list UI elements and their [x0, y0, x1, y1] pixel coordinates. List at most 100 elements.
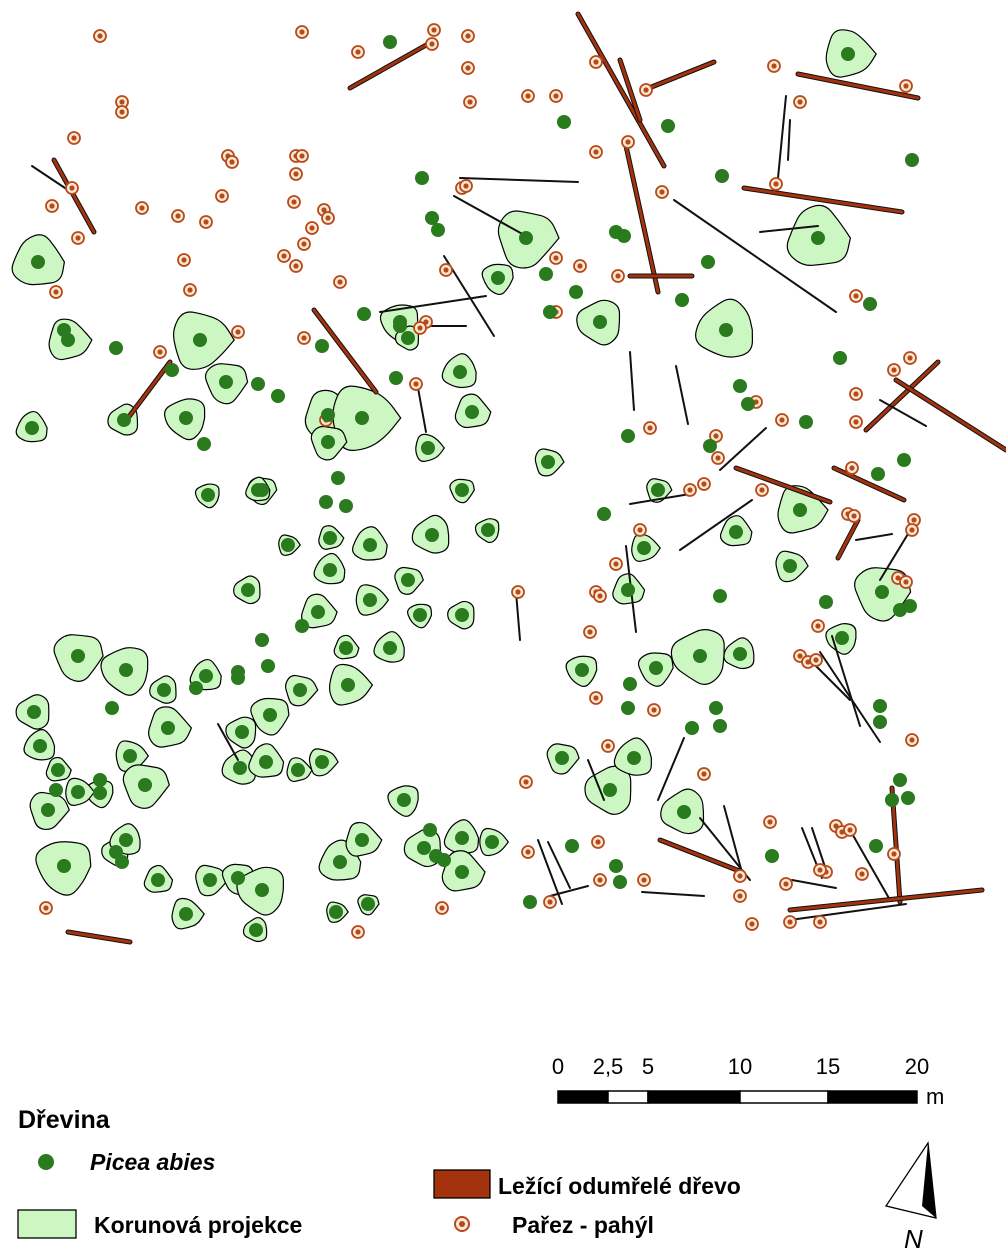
stump-marker-core	[797, 653, 803, 659]
tree-picea-abies	[685, 721, 699, 735]
tree-picea-abies	[677, 805, 691, 819]
stump-marker-core	[577, 263, 583, 269]
scale-tick-15: 15	[816, 1054, 840, 1079]
deadwood-log-outline	[417, 387, 427, 433]
tree-picea-abies	[323, 563, 337, 577]
tree-picea-abies	[465, 405, 479, 419]
north-arrow-label: N	[904, 1224, 923, 1254]
tree-picea-abies	[329, 905, 343, 919]
tree-picea-abies	[491, 271, 505, 285]
stump-marker-core	[181, 257, 187, 263]
deadwood-log-outline	[811, 827, 827, 871]
deadwood-log-outline	[723, 805, 745, 881]
tree-picea-abies	[623, 677, 637, 691]
stump-marker-core	[853, 391, 859, 397]
tree-picea-abies	[835, 631, 849, 645]
deadwood-log-outline	[679, 499, 753, 551]
scale-segment-1	[557, 1090, 609, 1104]
tree-picea-abies	[425, 211, 439, 225]
stump-marker-core	[687, 487, 693, 493]
tree-picea-abies	[523, 895, 537, 909]
stump-marker-core	[895, 575, 901, 581]
tree-picea-abies	[627, 751, 641, 765]
stump-marker-core	[413, 381, 419, 387]
tree-picea-abies	[885, 793, 899, 807]
tree-picea-abies	[201, 488, 215, 502]
tree-picea-abies	[455, 608, 469, 622]
tree-picea-abies	[425, 528, 439, 542]
tree-picea-abies	[333, 855, 347, 869]
tree-picea-abies	[423, 823, 437, 837]
stump-marker-core	[355, 929, 361, 935]
deadwood-log-outline	[379, 295, 487, 313]
tree-picea-abies	[249, 923, 263, 937]
tree-picea-abies	[33, 739, 47, 753]
tree-picea-abies	[733, 379, 747, 393]
stump-marker-core	[553, 93, 559, 99]
tree-picea-abies	[401, 331, 415, 345]
tree-picea-abies	[383, 35, 397, 49]
scale-segment-4	[739, 1090, 829, 1104]
tree-picea-abies	[649, 661, 663, 675]
stump-marker-core	[219, 193, 225, 199]
stump-marker-core	[595, 839, 601, 845]
tree-picea-abies	[875, 585, 889, 599]
stump-marker-core	[701, 771, 707, 777]
scale-tick-0: 0	[552, 1054, 564, 1079]
tree-picea-abies	[417, 841, 431, 855]
deadwood-log	[658, 838, 744, 874]
deadwood-log-outline	[629, 493, 691, 505]
deadwood-log-outline	[879, 399, 927, 427]
tree-picea-abies	[421, 441, 435, 455]
stump-marker-core	[701, 481, 707, 487]
deadwood-log-outline	[587, 759, 605, 801]
tree-picea-abies	[389, 371, 403, 385]
tree-picea-abies	[197, 437, 211, 451]
tree-picea-abies	[873, 699, 887, 713]
stump-marker-core	[49, 203, 55, 209]
tree-picea-abies	[165, 363, 179, 377]
tree-picea-abies	[621, 701, 635, 715]
tree-picea-abies	[331, 471, 345, 485]
tree-picea-abies	[541, 455, 555, 469]
tree-picea-abies	[543, 305, 557, 319]
tree-picea-abies	[819, 595, 833, 609]
tree-picea-abies	[455, 483, 469, 497]
stump-marker-core	[463, 183, 469, 189]
tree-picea-abies	[261, 659, 275, 673]
tree-picea-abies	[869, 839, 883, 853]
stump-marker-core	[337, 279, 343, 285]
tree-picea-abies	[293, 683, 307, 697]
stump-marker-core	[779, 417, 785, 423]
tree-picea-abies	[281, 538, 295, 552]
tree-picea-abies	[119, 663, 133, 677]
tree-picea-abies	[251, 483, 265, 497]
tree-picea-abies	[321, 408, 335, 422]
stump-marker-core	[625, 139, 631, 145]
tree-picea-abies	[255, 633, 269, 647]
deadwood-log-outline	[641, 891, 705, 897]
scale-tick-20: 20	[905, 1054, 929, 1079]
stump-marker-core	[593, 59, 599, 65]
deadwood-log-outline	[831, 635, 861, 727]
tree-picea-abies	[569, 285, 583, 299]
stump-marker-core	[817, 919, 823, 925]
stump-marker-core	[547, 899, 553, 905]
tree-picea-abies	[321, 435, 335, 449]
deadwood-log	[742, 186, 904, 214]
tree-picea-abies	[621, 429, 635, 443]
stump-marker-core	[301, 335, 307, 341]
tree-picea-abies	[871, 467, 885, 481]
tree-picea-abies	[199, 669, 213, 683]
stump-marker-core	[439, 905, 445, 911]
tree-picea-abies	[555, 751, 569, 765]
stump-marker-core	[859, 871, 865, 877]
stump-marker-core	[355, 49, 361, 55]
stump-marker-core	[299, 153, 305, 159]
stump-marker-core	[467, 99, 473, 105]
tree-picea-abies	[609, 859, 623, 873]
deadwood-log	[126, 360, 172, 420]
stump-marker-core	[749, 921, 755, 927]
tree-picea-abies	[709, 701, 723, 715]
stump-marker-core	[759, 487, 765, 493]
